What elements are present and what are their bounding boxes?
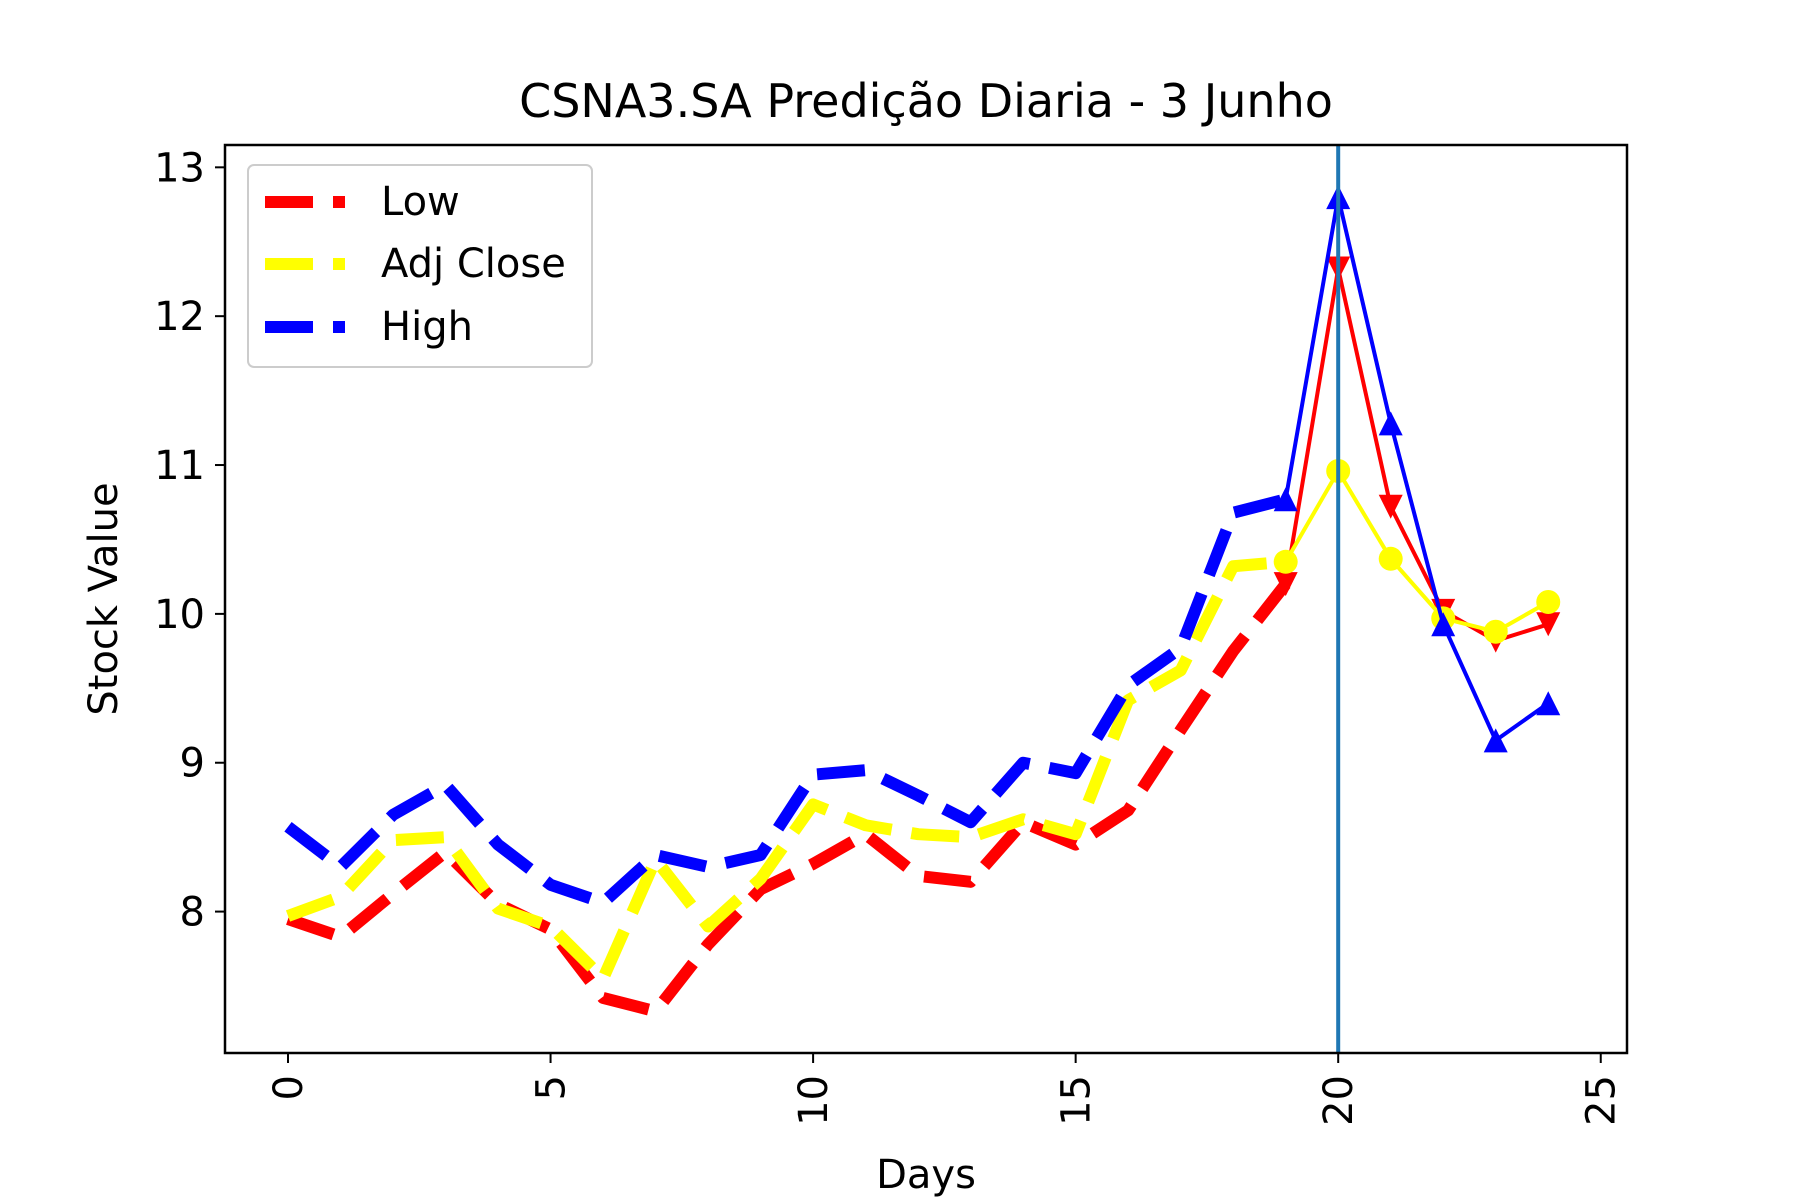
data-point-high — [1431, 612, 1456, 637]
legend-label-low: Low — [381, 179, 460, 225]
plot-frame — [223, 143, 1629, 1055]
x-tick-label: 10 — [791, 1075, 837, 1126]
plot-area — [284, 185, 1561, 1018]
x-tick-label: 20 — [1316, 1075, 1362, 1126]
series-history-line-high — [284, 493, 1288, 909]
y-tick-label: 8 — [180, 890, 205, 936]
legend: Low Adj Close High — [247, 164, 593, 368]
series-history-line-low — [286, 580, 1291, 1018]
data-point-high — [1378, 411, 1403, 436]
legend-item-adj-close: Adj Close — [265, 241, 566, 287]
data-point-high — [1483, 728, 1508, 753]
data-point-low — [1536, 612, 1561, 637]
data-point-adj-close — [1536, 589, 1561, 614]
legend-item-low: Low — [265, 179, 460, 225]
y-axis-label: Stock Value — [81, 482, 127, 715]
legend-box — [247, 164, 593, 368]
x-tick-label: 15 — [1054, 1075, 1100, 1126]
y-tick-label: 12 — [154, 294, 205, 340]
x-tick-label: 5 — [529, 1075, 575, 1100]
data-point-low — [1378, 494, 1403, 519]
data-point-low — [1273, 572, 1298, 597]
y-axis: 8 9 10 11 12 13 — [154, 145, 225, 936]
data-point-high — [1536, 691, 1561, 716]
y-tick-label: 9 — [180, 741, 205, 787]
y-tick-label: 11 — [154, 443, 205, 489]
chart-title: CSNA3.SA Predição Diaria - 3 Junho — [519, 74, 1333, 128]
series-forecast-line-high — [1283, 195, 1550, 743]
legend-label-adj-close: Adj Close — [381, 241, 566, 287]
legend-label-high: High — [381, 304, 473, 350]
data-point-adj-close — [1378, 546, 1403, 571]
x-tick-label: 0 — [266, 1075, 312, 1100]
legend-item-high: High — [265, 304, 473, 350]
x-axis-label: Days — [876, 1152, 976, 1198]
data-point-adj-close — [1483, 619, 1508, 644]
x-tick-label: 25 — [1579, 1075, 1625, 1126]
data-point-adj-close — [1273, 549, 1298, 574]
series-history-line-adj-close — [285, 555, 1287, 985]
y-tick-label: 10 — [154, 592, 205, 638]
x-axis: 0 5 10 15 20 25 — [266, 1053, 1625, 1126]
y-tick-label: 13 — [154, 145, 205, 191]
data-point-high — [1273, 487, 1298, 512]
